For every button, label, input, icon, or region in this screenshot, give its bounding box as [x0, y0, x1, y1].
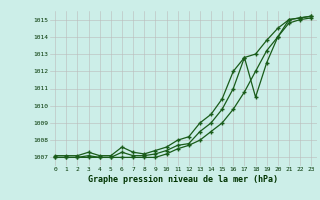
X-axis label: Graphe pression niveau de la mer (hPa): Graphe pression niveau de la mer (hPa): [88, 175, 278, 184]
